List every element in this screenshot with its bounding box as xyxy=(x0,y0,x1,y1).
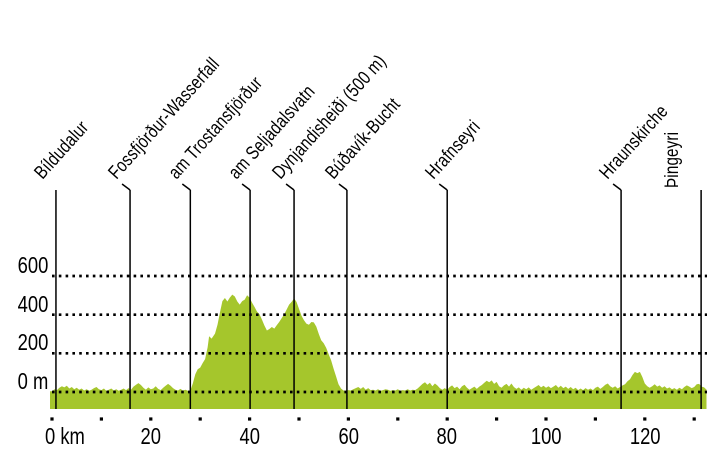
marker-elbow-am-seljadalsvatn xyxy=(241,183,251,191)
x-axis-label-120: 120 xyxy=(610,424,680,448)
x-tick-dot-90 xyxy=(495,417,499,421)
y-axis-label-text: 600 xyxy=(17,251,48,278)
x-tick-dot-20 xyxy=(149,417,153,421)
x-axis-label-60: 60 xyxy=(313,424,383,448)
x-tick-dot-40 xyxy=(248,417,252,421)
x-tick-dot-130 xyxy=(692,417,696,421)
x-tick-dot-0 xyxy=(50,417,54,421)
marker-elbow-am-trostansfjordur xyxy=(181,183,191,191)
x-axis-label-100: 100 xyxy=(511,424,581,448)
x-tick-dot-80 xyxy=(445,417,449,421)
x-tick-dot-120 xyxy=(643,417,647,421)
x-axis-label-text: 80 xyxy=(436,423,458,449)
x-tick-dot-100 xyxy=(544,417,548,421)
x-tick-dot-70 xyxy=(396,417,400,421)
x-axis-label-text: 60 xyxy=(338,423,359,449)
x-tick-dot-10 xyxy=(99,417,103,421)
x-axis-label-text: 100 xyxy=(530,423,562,449)
y-axis-label-text: 400 xyxy=(17,290,48,317)
marker-elbow-dynjandisheidi xyxy=(285,183,295,191)
marker-elbow-hrafnseyri xyxy=(438,183,448,191)
x-axis-label-text: 0 km xyxy=(45,423,85,449)
x-tick-dot-110 xyxy=(593,417,597,421)
x-axis-label-text: 120 xyxy=(629,423,661,449)
x-tick-dot-60 xyxy=(346,417,350,421)
x-axis-label-text: 40 xyxy=(239,423,260,449)
y-axis-label-text: 200 xyxy=(17,329,48,356)
y-axis-label-0: 0 m xyxy=(0,369,48,393)
y-axis-label-400: 400 xyxy=(0,292,48,316)
marker-elbow-hraunskirche xyxy=(612,183,622,191)
marker-elbow-budavik-bucht xyxy=(338,183,348,191)
y-axis-label-200: 200 xyxy=(0,330,48,354)
x-tick-dot-30 xyxy=(198,417,202,421)
x-axis-label-20: 20 xyxy=(116,424,186,448)
x-tick-dot-50 xyxy=(297,417,301,421)
elevation-area xyxy=(50,294,707,409)
marker-elbow-fossfjordur-wasserfall xyxy=(121,183,131,191)
x-axis-label-text: 20 xyxy=(140,423,162,449)
x-axis-label-80: 80 xyxy=(412,424,482,448)
y-axis-label-600: 600 xyxy=(0,253,48,277)
y-axis-label-text: 0 m xyxy=(17,368,48,394)
x-axis-label-40: 40 xyxy=(215,424,285,448)
x-axis-label-0: 0 km xyxy=(45,424,135,448)
